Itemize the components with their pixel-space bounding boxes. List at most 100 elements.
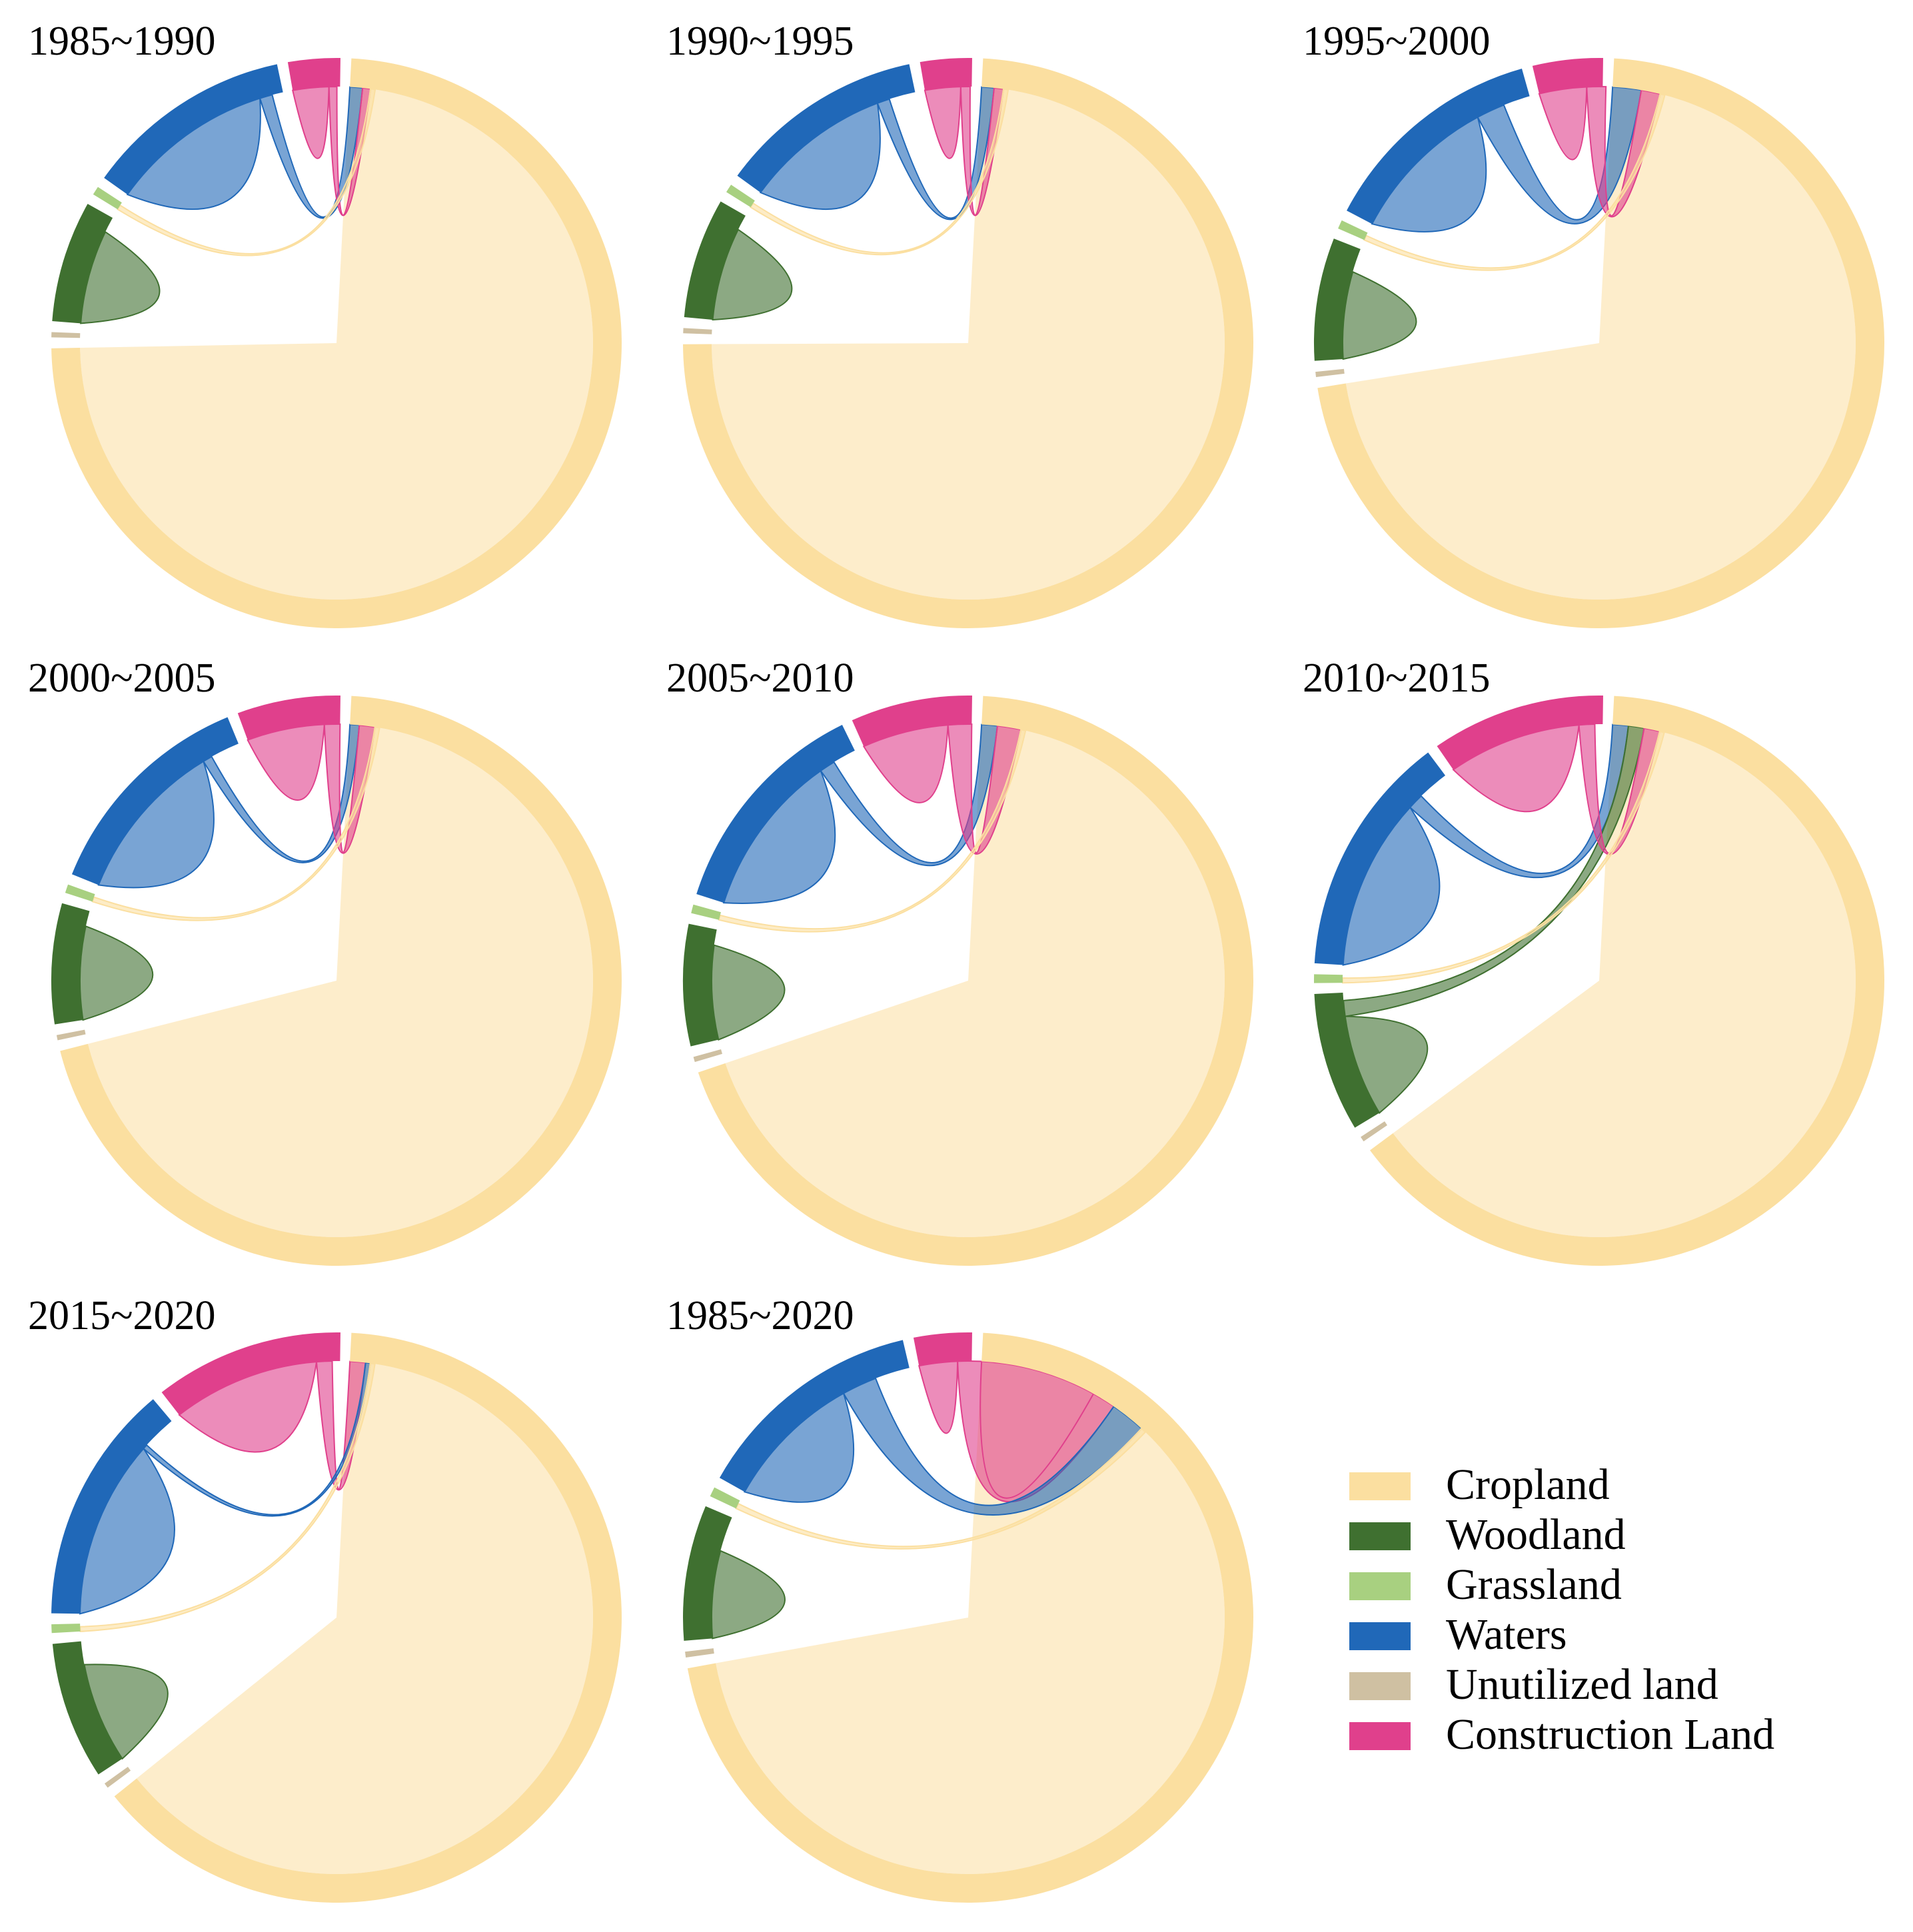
- panel-title: 1995~2000: [1303, 19, 1491, 64]
- sector-grassland: [1314, 974, 1343, 983]
- sector-woodland: [52, 1641, 123, 1775]
- ribbon-cropland-self: [1345, 87, 1856, 600]
- sector-woodland: [51, 903, 90, 1025]
- legend-swatch: [1349, 1522, 1411, 1550]
- legend-swatch: [1349, 1722, 1411, 1750]
- panel-title: 1985~2020: [666, 1293, 854, 1338]
- ribbon-woodland-to-woodland: [711, 944, 786, 1041]
- ribbon-grassland-to-cropland: [1341, 730, 1665, 984]
- ribbon-woodland-to-woodland: [711, 1550, 786, 1640]
- ribbon-cropland-self: [712, 87, 1225, 600]
- ribbon-grassland-to-cropland: [718, 729, 1027, 933]
- sector-construction: [237, 696, 340, 740]
- ribbon-construction-to-construction: [1538, 86, 1588, 161]
- panel-title: 2005~2010: [666, 656, 854, 701]
- ribbon-waters-to-waters: [126, 97, 261, 210]
- sector-grassland: [65, 884, 95, 902]
- sector-woodland: [683, 923, 719, 1047]
- ribbon-woodland-to-woodland: [1344, 1015, 1429, 1115]
- legend-swatch: [1349, 1572, 1411, 1600]
- chord-panel: 2015~2020: [28, 1293, 622, 1903]
- chord-panel: 2010~2015: [1303, 656, 1884, 1266]
- sector-grassland: [726, 185, 755, 208]
- chord-panel: 2000~2005: [28, 656, 622, 1266]
- ribbon-cropland-self: [725, 724, 1225, 1237]
- ribbon-waters-to-waters: [97, 760, 215, 889]
- sector-construction: [287, 58, 340, 91]
- sector-waters: [1347, 69, 1530, 225]
- legend-label: Woodland: [1446, 1510, 1626, 1559]
- chord-panels: 1985~1990 1990~1995 1995~2000 2000~2005 2005…: [28, 19, 1884, 1903]
- ribbon-grassland-to-cropland: [79, 1362, 376, 1632]
- panel-title: 2015~2020: [28, 1293, 216, 1338]
- ribbon-woodland-to-woodland: [80, 231, 161, 324]
- panel-title: 1985~1990: [28, 19, 216, 64]
- panel-title: 2010~2015: [1303, 656, 1491, 701]
- ribbon-woodland-to-woodland: [79, 925, 154, 1021]
- sector-waters: [719, 1340, 910, 1492]
- sector-waters: [737, 64, 916, 193]
- sector-construction: [852, 696, 972, 747]
- legend-swatch: [1349, 1622, 1411, 1650]
- sector-woodland: [683, 1506, 732, 1641]
- panel-title: 1990~1995: [666, 19, 854, 64]
- legend-label: Grassland: [1446, 1560, 1622, 1609]
- ribbon-waters-to-waters: [722, 769, 836, 904]
- ribbon-waters-to-waters: [743, 1392, 855, 1503]
- ribbon-grassland-to-cropland: [91, 726, 380, 921]
- legend-label: Cropland: [1446, 1460, 1610, 1509]
- sector-unutilized: [1315, 368, 1345, 378]
- ribbon-construction-to-construction: [1452, 724, 1580, 813]
- sector-woodland: [52, 203, 113, 324]
- ribbon-waters-to-waters: [759, 102, 881, 211]
- sector-grassland: [691, 904, 721, 920]
- legend: CroplandWoodlandGrasslandWatersUnutilize…: [1349, 1460, 1774, 1759]
- sector-unutilized: [693, 1049, 723, 1063]
- chord-panel: 2005~2010: [666, 656, 1253, 1266]
- legend-label: Construction Land: [1446, 1710, 1774, 1759]
- legend-label: Waters: [1446, 1610, 1567, 1659]
- chord-panel: 1985~1990: [28, 19, 622, 628]
- ribbon-cropland-self: [137, 1361, 593, 1874]
- legend-label: Unutilized land: [1446, 1660, 1718, 1709]
- sector-grassland: [1338, 220, 1368, 241]
- sector-unutilized: [56, 1029, 86, 1041]
- ribbon-woodland-to-woodland: [1342, 270, 1417, 360]
- sector-unutilized: [683, 328, 712, 334]
- ribbon-construction-to-construction: [247, 724, 325, 801]
- sector-construction: [1437, 696, 1603, 770]
- ribbon-construction-to-construction: [178, 1361, 318, 1453]
- chord-panel: 1985~2020: [666, 1293, 1254, 1903]
- sector-construction: [1532, 58, 1603, 94]
- sector-woodland: [1314, 992, 1380, 1128]
- sector-waters: [71, 717, 239, 885]
- ribbon-grassland-to-cropland: [117, 88, 376, 256]
- sector-waters: [1314, 752, 1446, 965]
- ribbon-waters-to-waters: [1371, 116, 1487, 233]
- ribbon-cropland-self: [716, 1361, 1225, 1874]
- ribbon-construction-to-construction: [924, 86, 961, 159]
- legend-item-waters: Waters: [1349, 1610, 1567, 1659]
- legend-swatch: [1349, 1472, 1411, 1500]
- panel-title: 2000~2005: [28, 656, 216, 701]
- sector-grassland: [93, 187, 122, 210]
- legend-item-woodland: Woodland: [1349, 1510, 1626, 1559]
- sector-unutilized: [685, 1648, 714, 1658]
- legend-item-unutilized: Unutilized land: [1349, 1660, 1718, 1709]
- chord-panel: 1990~1995: [666, 19, 1253, 628]
- sector-construction: [913, 1332, 972, 1366]
- sector-unutilized: [1361, 1121, 1387, 1142]
- ribbon-woodland-to-woodland: [83, 1664, 169, 1760]
- sector-waters: [51, 1399, 172, 1614]
- sector-unutilized: [51, 332, 81, 338]
- ribbon-construction-to-construction: [862, 724, 949, 803]
- sector-grassland: [51, 1624, 81, 1634]
- sector-construction: [161, 1332, 340, 1415]
- chord-panel: 1995~2000: [1303, 19, 1884, 629]
- legend-swatch: [1349, 1672, 1411, 1700]
- ribbon-cropland-to-construction: [957, 1360, 1115, 1503]
- ribbon-grassland-to-cropland: [750, 88, 1009, 256]
- ribbon-waters-to-waters: [1342, 806, 1441, 966]
- ribbon-cropland-self: [1393, 724, 1856, 1237]
